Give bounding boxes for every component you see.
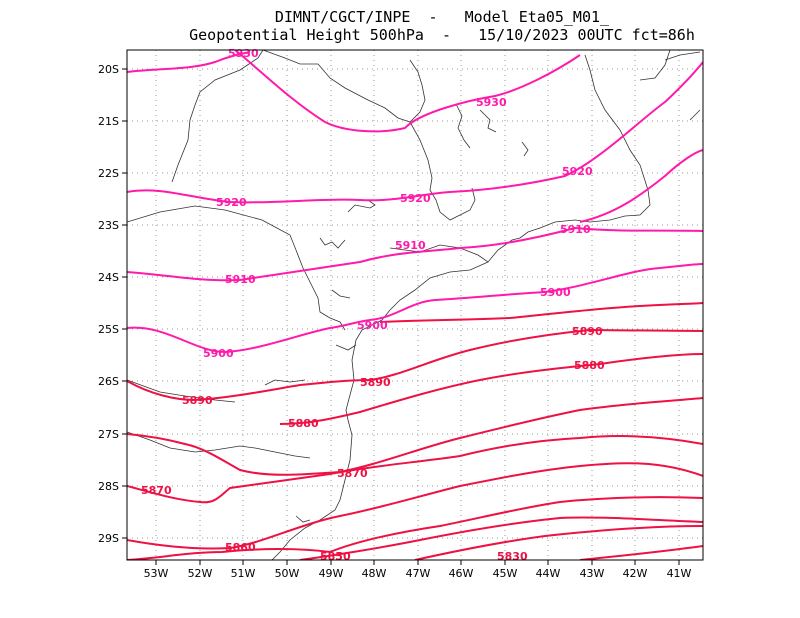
contour-label: 5900 <box>203 347 234 360</box>
lat-label: 26S <box>98 375 119 388</box>
lon-label: 45W <box>493 567 518 580</box>
lon-label: 48W <box>362 567 387 580</box>
map-frame <box>126 49 704 561</box>
contour-label: 5890 <box>572 325 603 338</box>
contour-label: 5890 <box>360 376 391 389</box>
contour-label: 5900 <box>540 286 571 299</box>
lat-label: 25S <box>98 323 119 336</box>
contour-label: 5930 <box>228 47 259 60</box>
lat-label: 28S <box>98 480 119 493</box>
contour-label: 5920 <box>562 165 593 178</box>
contour-label: 5920 <box>400 192 431 205</box>
contour-label: 5880 <box>288 417 319 430</box>
lon-label: 41W <box>667 567 692 580</box>
contours <box>127 50 703 560</box>
latitude-labels: 20S 21S 22S 23S 24S 25S 26S 27S 28S 29S <box>98 63 119 545</box>
lat-label: 22S <box>98 167 119 180</box>
lon-label: 42W <box>623 567 648 580</box>
contour-label: 5870 <box>141 484 172 497</box>
lon-label: 47W <box>406 567 431 580</box>
lat-label: 20S <box>98 63 119 76</box>
gridlines <box>127 50 703 560</box>
lat-label: 23S <box>98 219 119 232</box>
axis-ticks <box>122 68 680 565</box>
lat-label: 24S <box>98 271 119 284</box>
lat-label: 21S <box>98 115 119 128</box>
contour-label: 5890 <box>182 394 213 407</box>
contour-label: 5860 <box>225 541 256 554</box>
contour-label: 5900 <box>357 319 388 332</box>
contour-label: 5830 <box>497 550 528 563</box>
lon-label: 51W <box>231 567 256 580</box>
contour-label: 5930 <box>476 96 507 109</box>
lon-label: 43W <box>580 567 605 580</box>
lon-label: 53W <box>144 567 169 580</box>
lon-label: 50W <box>275 567 300 580</box>
contour-label: 5910 <box>225 273 256 286</box>
chart-title-line1: DIMNT/CGCT/INPE - Model Eta05_M01_ <box>274 8 610 26</box>
contour-label: 5880 <box>574 359 605 372</box>
contour-label: 5920 <box>216 196 247 209</box>
contour-label: 5870 <box>337 467 368 480</box>
lon-label: 52W <box>188 567 213 580</box>
lat-label: 27S <box>98 428 119 441</box>
lon-label: 44W <box>536 567 561 580</box>
contour-label: 5910 <box>395 239 426 252</box>
contour-label: 5910 <box>560 223 591 236</box>
longitude-labels: 53W 52W 51W 50W 49W 48W 47W 46W 45W 44W … <box>144 567 692 580</box>
lon-label: 49W <box>319 567 344 580</box>
contour-label: 5850 <box>320 550 351 563</box>
lat-label: 29S <box>98 532 119 545</box>
chart-title-line2: Geopotential Height 500hPa - 15/10/2023 … <box>189 26 695 44</box>
lon-label: 46W <box>449 567 474 580</box>
map-coastline <box>127 50 701 560</box>
